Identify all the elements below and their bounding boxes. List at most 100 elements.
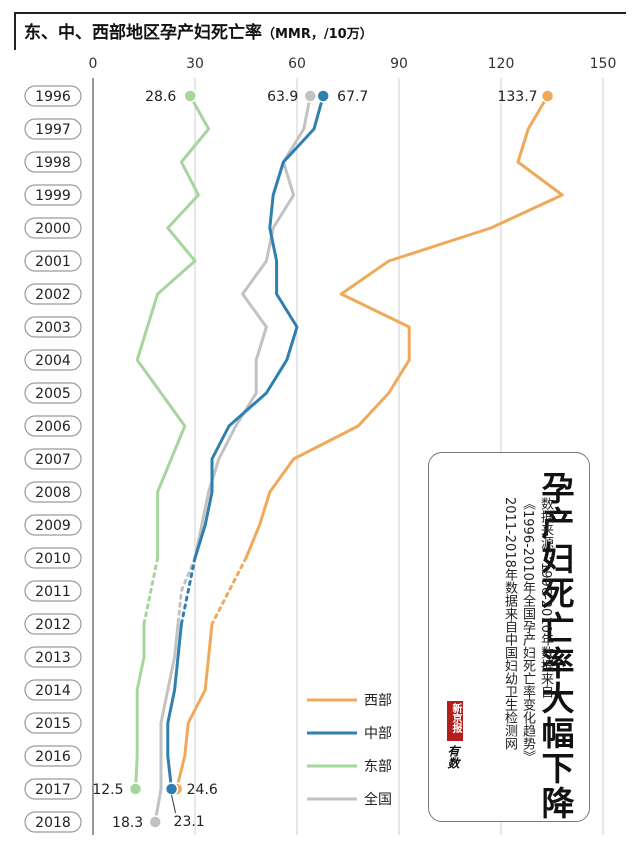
year-pill — [24, 745, 82, 767]
series-line-东部 — [134, 622, 146, 791]
year-tick-label: 2004 — [35, 353, 71, 369]
year-tick-label: 2006 — [35, 419, 71, 435]
data-point-东部-2017 — [128, 782, 143, 796]
series-dashed-全国 — [176, 556, 197, 626]
logo-red-text: 新京报 — [450, 703, 461, 733]
title-side-rule — [14, 12, 16, 50]
year-pill — [24, 151, 82, 173]
x-tick-label: 30 — [186, 56, 204, 72]
year-label-2011: 2011 — [24, 580, 82, 602]
series-dashed-西部 — [210, 556, 248, 626]
chart-title-text: 东、中、西部地区孕产妇死亡率 — [24, 23, 262, 43]
series-line-西部 — [244, 94, 564, 560]
year-pill — [24, 85, 82, 107]
year-tick-label: 2008 — [35, 485, 71, 501]
data-point-全国-1996 — [303, 89, 318, 103]
legend-item-全国: 全国 — [307, 791, 392, 808]
year-label-2013: 2013 — [24, 646, 82, 668]
data-label: 133.7 — [497, 89, 537, 105]
legend-label: 中部 — [364, 726, 392, 742]
year-tick-label: 1997 — [35, 122, 71, 138]
x-tick-label: 90 — [390, 56, 408, 72]
data-label: 63.9 — [267, 89, 298, 105]
year-pill — [24, 382, 82, 404]
year-tick-label: 2001 — [35, 254, 71, 270]
year-pill — [24, 349, 82, 371]
year-pill — [24, 415, 82, 437]
year-label-1999: 1999 — [24, 184, 82, 206]
data-label: 18.3 — [112, 815, 143, 831]
year-label-2010: 2010 — [24, 547, 82, 569]
data-label: 67.7 — [337, 89, 368, 105]
series-dashed-中部 — [179, 556, 197, 626]
legend-item-东部: 东部 — [307, 759, 392, 775]
year-label-2012: 2012 — [24, 613, 82, 635]
year-label-2009: 2009 — [24, 514, 82, 536]
year-tick-label: 2014 — [35, 683, 71, 699]
data-point-东部-1996 — [183, 89, 197, 103]
year-label-2005: 2005 — [24, 382, 82, 404]
year-tick-label: 2013 — [35, 650, 71, 666]
year-label-2002: 2002 — [24, 283, 82, 305]
year-label-2003: 2003 — [24, 316, 82, 338]
year-pill — [24, 811, 82, 833]
year-pill — [24, 778, 82, 800]
series-dashed-东部 — [142, 556, 160, 626]
year-tick-label: 2018 — [35, 815, 71, 831]
source-line-2: 《1996-2010年全国孕产妇死亡率变化趋势》 — [520, 497, 535, 763]
year-tick-label: 2002 — [35, 287, 71, 303]
series-line-东部 — [135, 94, 211, 560]
series-line-西部 — [175, 622, 214, 791]
chart-title: 东、中、西部地区孕产妇死亡率（MMR，/10万） — [24, 18, 373, 43]
logo-script-text: 有数 — [446, 745, 460, 769]
year-pill — [24, 283, 82, 305]
data-label: 28.6 — [145, 89, 176, 105]
year-tick-label: 1999 — [35, 188, 71, 204]
data-point-全国-2018 — [148, 815, 162, 829]
chart-header: 东、中、西部地区孕产妇死亡率（MMR，/10万） — [14, 12, 626, 52]
logo-red-block: 新京报 — [447, 701, 463, 741]
x-tick-label: 60 — [288, 56, 306, 72]
title-rule — [14, 12, 626, 14]
year-pill — [24, 316, 82, 338]
year-label-2004: 2004 — [24, 349, 82, 371]
headline: 孕产妇死亡率大幅下降 — [536, 471, 575, 821]
x-tick-label: 150 — [590, 56, 617, 72]
year-pill — [24, 217, 82, 239]
legend-item-中部: 中部 — [307, 726, 392, 742]
year-pill — [24, 250, 82, 272]
series-line-中部 — [166, 622, 183, 791]
source-line-1: 数据来源：1996-2010年数据来自 — [538, 497, 553, 698]
year-tick-label: 2010 — [35, 551, 71, 567]
x-tick-label: 120 — [488, 56, 515, 72]
year-label-2000: 2000 — [24, 217, 82, 239]
legend-label: 全国 — [364, 791, 392, 808]
year-tick-label: 2017 — [35, 782, 71, 798]
year-tick-label: 2016 — [35, 749, 71, 765]
source-line-3: 2011-2018年数据来自中国妇幼卫生检测网 — [502, 497, 517, 750]
year-label-1996: 1996 — [24, 85, 82, 107]
data-label: 23.1 — [174, 814, 205, 830]
year-label-2007: 2007 — [24, 448, 82, 470]
year-label-2008: 2008 — [24, 481, 82, 503]
year-label-2017: 2017 — [24, 778, 82, 800]
year-label-1997: 1997 — [24, 118, 82, 140]
year-label-2016: 2016 — [24, 745, 82, 767]
year-pill — [24, 481, 82, 503]
year-pill — [24, 547, 82, 569]
data-point-中部-1996 — [316, 89, 330, 103]
data-label: 12.5 — [92, 782, 123, 798]
year-label-2015: 2015 — [24, 712, 82, 734]
year-pill — [24, 184, 82, 206]
legend-label: 西部 — [364, 693, 392, 709]
year-pill — [24, 646, 82, 668]
year-tick-label: 2000 — [35, 221, 71, 237]
year-label-2001: 2001 — [24, 250, 82, 272]
series-line-全国 — [153, 622, 180, 824]
year-label-1998: 1998 — [24, 151, 82, 173]
year-pill — [24, 679, 82, 701]
year-label-2018: 2018 — [24, 811, 82, 833]
legend-item-西部: 西部 — [307, 693, 392, 709]
legend-label: 东部 — [364, 759, 392, 775]
data-point-西部-1996 — [540, 89, 555, 103]
